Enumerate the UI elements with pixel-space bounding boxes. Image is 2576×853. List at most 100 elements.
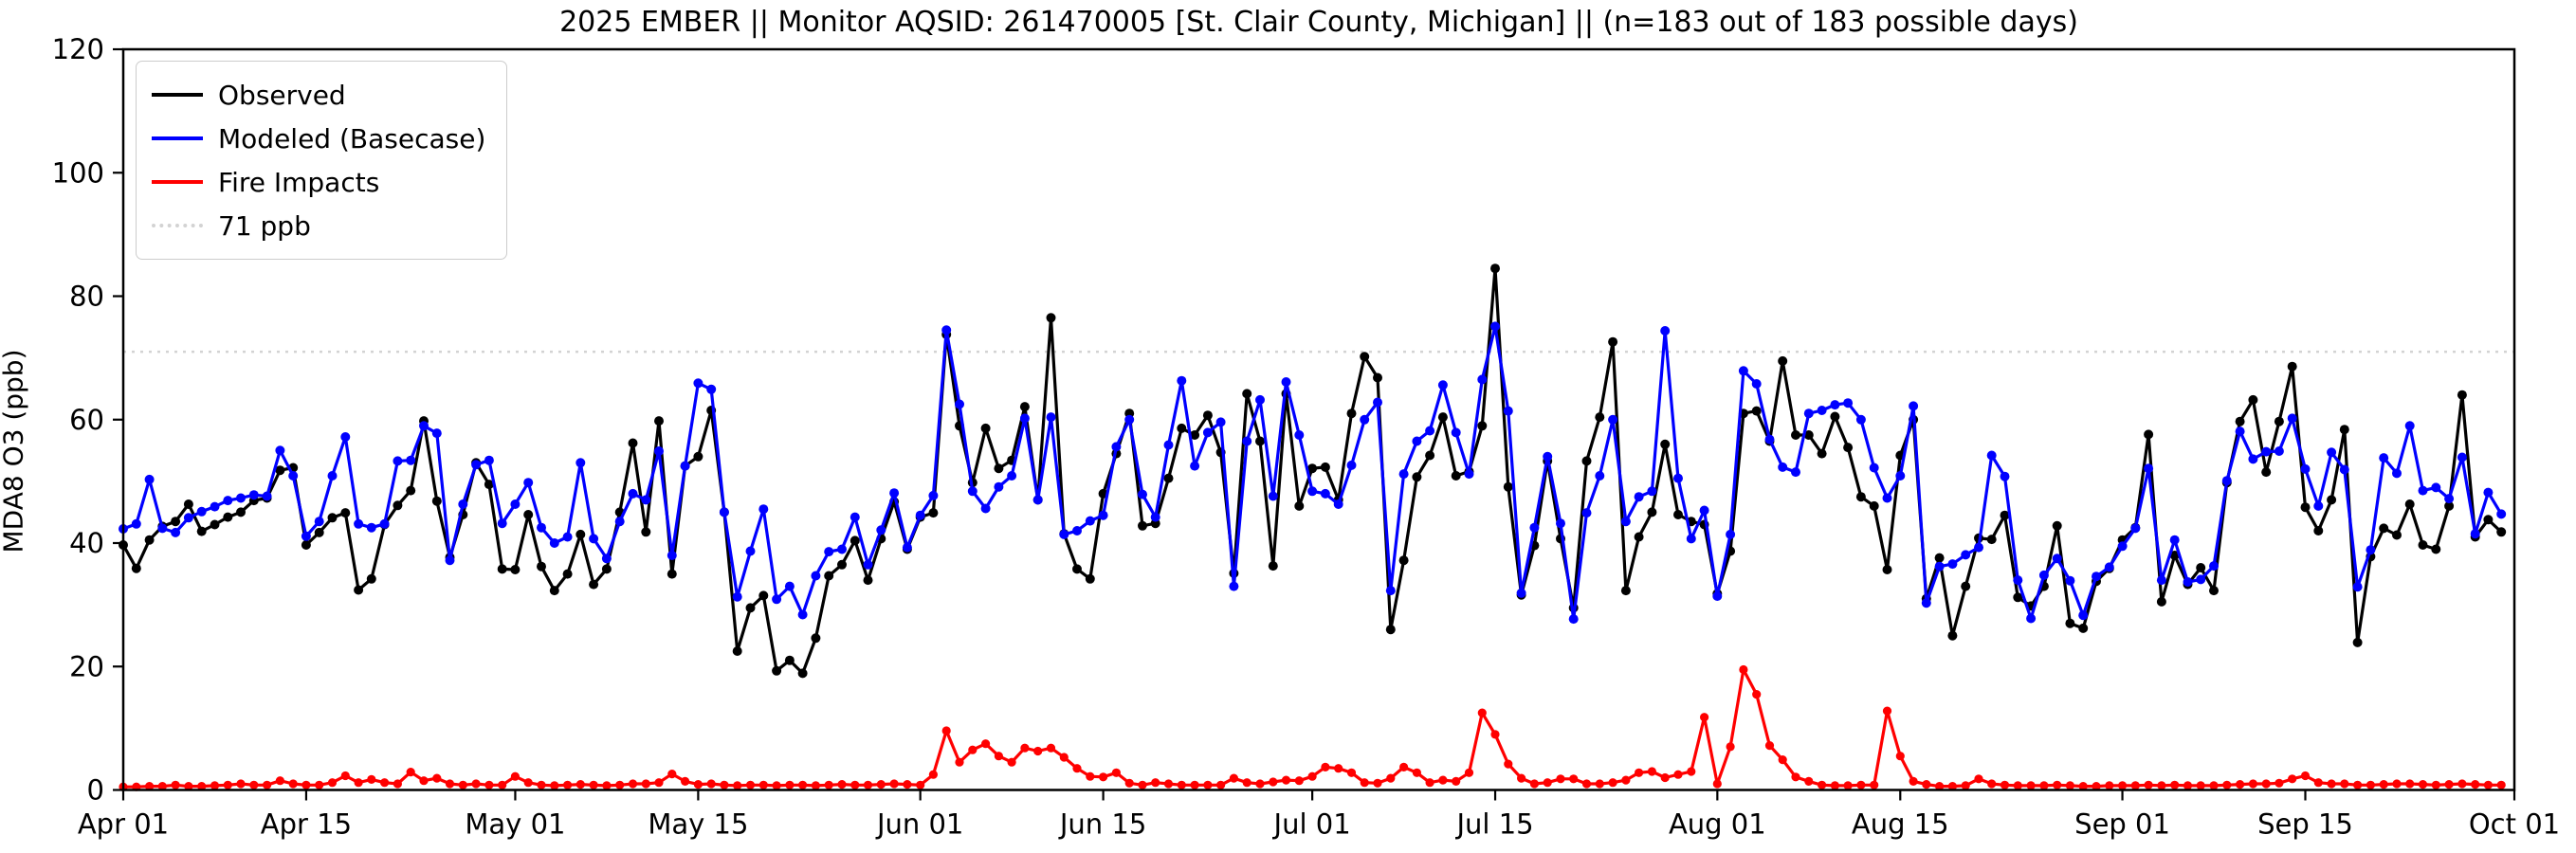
data-point: [458, 780, 467, 789]
data-point: [2444, 780, 2454, 789]
data-point: [1281, 377, 1291, 387]
data-point: [275, 445, 285, 456]
data-point: [301, 540, 311, 550]
data-point: [1307, 463, 1318, 474]
data-point: [1020, 743, 1030, 753]
data-point: [2013, 781, 2022, 790]
data-point: [2300, 502, 2311, 513]
data-point: [758, 590, 769, 601]
data-point: [2496, 527, 2507, 537]
x-tick-label: Jun 01: [875, 808, 963, 841]
x-tick-label: Jul 01: [1272, 808, 1351, 841]
x-tick-label: Apr 15: [261, 808, 352, 841]
data-point: [1086, 771, 1095, 781]
data-point: [575, 529, 586, 539]
data-point: [1255, 779, 1265, 789]
data-point: [2065, 781, 2074, 790]
data-point: [1281, 775, 1291, 785]
data-point: [1517, 773, 1526, 783]
data-point: [2065, 575, 2075, 586]
data-point: [628, 779, 638, 789]
data-point: [523, 778, 533, 788]
x-tick-label: May 01: [465, 808, 565, 841]
data-point: [1019, 413, 1030, 424]
data-point: [1569, 774, 1579, 784]
data-point: [2327, 447, 2337, 458]
observed-line-swatch: [152, 93, 203, 97]
data-point: [2496, 780, 2506, 789]
data-point: [406, 768, 415, 777]
data-point: [968, 745, 977, 754]
data-point: [1700, 713, 1709, 722]
y-tick-label: 40: [69, 527, 104, 559]
data-point: [1163, 440, 1174, 450]
data-point: [2405, 779, 2415, 789]
data-point: [1202, 410, 1213, 421]
data-point: [955, 399, 964, 409]
data-point: [614, 517, 625, 527]
data-point: [1385, 625, 1396, 635]
data-point: [510, 499, 521, 509]
chart-title: 2025 EMBER || Monitor AQSID: 261470005 […: [559, 6, 2078, 39]
data-point: [1935, 782, 1945, 791]
x-tick-label: Oct 01: [2469, 808, 2560, 841]
data-point: [2169, 551, 2180, 560]
data-point: [497, 518, 507, 529]
data-point: [1595, 412, 1605, 423]
data-point: [2274, 416, 2284, 426]
data-point: [654, 778, 664, 788]
data-point: [1673, 510, 1683, 519]
x-tick-label: Aug 01: [1669, 808, 1766, 841]
data-point: [2157, 781, 2166, 790]
data-point: [393, 779, 402, 789]
modeled-line-swatch: [152, 136, 203, 140]
data-point: [1608, 778, 1617, 788]
data-point: [681, 776, 690, 787]
data-point: [419, 421, 429, 431]
data-point: [1138, 780, 1147, 789]
y-tick-label: 0: [87, 774, 104, 807]
data-point: [1451, 471, 1461, 481]
data-point: [1072, 564, 1082, 574]
data-point: [2366, 780, 2375, 789]
data-point: [1177, 375, 1187, 386]
data-point: [2183, 781, 2193, 790]
data-point: [2275, 778, 2284, 788]
data-point: [131, 518, 141, 529]
data-point: [2169, 535, 2180, 545]
data-point: [1255, 394, 1265, 405]
data-point: [1751, 406, 1762, 416]
data-point: [1046, 412, 1056, 423]
data-point: [2483, 487, 2494, 498]
data-point: [2366, 545, 2376, 555]
data-point: [797, 668, 808, 679]
data-point: [1817, 406, 1827, 415]
data-point: [549, 586, 559, 596]
data-point: [1634, 492, 1644, 502]
data-point: [1882, 565, 1892, 574]
data-point: [1490, 730, 1500, 739]
x-tick-label: Jul 15: [1454, 808, 1533, 841]
data-point: [406, 485, 416, 496]
data-point: [2248, 394, 2258, 405]
data-point: [1504, 759, 1513, 769]
data-point: [1974, 774, 1983, 784]
data-point: [183, 499, 193, 509]
data-point: [601, 554, 612, 564]
data-point: [1503, 481, 1513, 492]
data-point: [2483, 780, 2493, 789]
data-point: [2353, 780, 2363, 789]
data-point: [2418, 780, 2428, 789]
data-point: [2444, 500, 2455, 511]
data-point: [1412, 436, 1422, 446]
data-point: [1712, 591, 1723, 601]
data-point: [2170, 780, 2180, 789]
data-point: [1699, 505, 1709, 516]
data-point: [563, 780, 573, 789]
data-point: [2457, 779, 2467, 789]
data-point: [1764, 434, 1775, 445]
data-point: [1242, 389, 1252, 399]
data-point: [2039, 781, 2049, 790]
data-point: [2444, 494, 2455, 504]
